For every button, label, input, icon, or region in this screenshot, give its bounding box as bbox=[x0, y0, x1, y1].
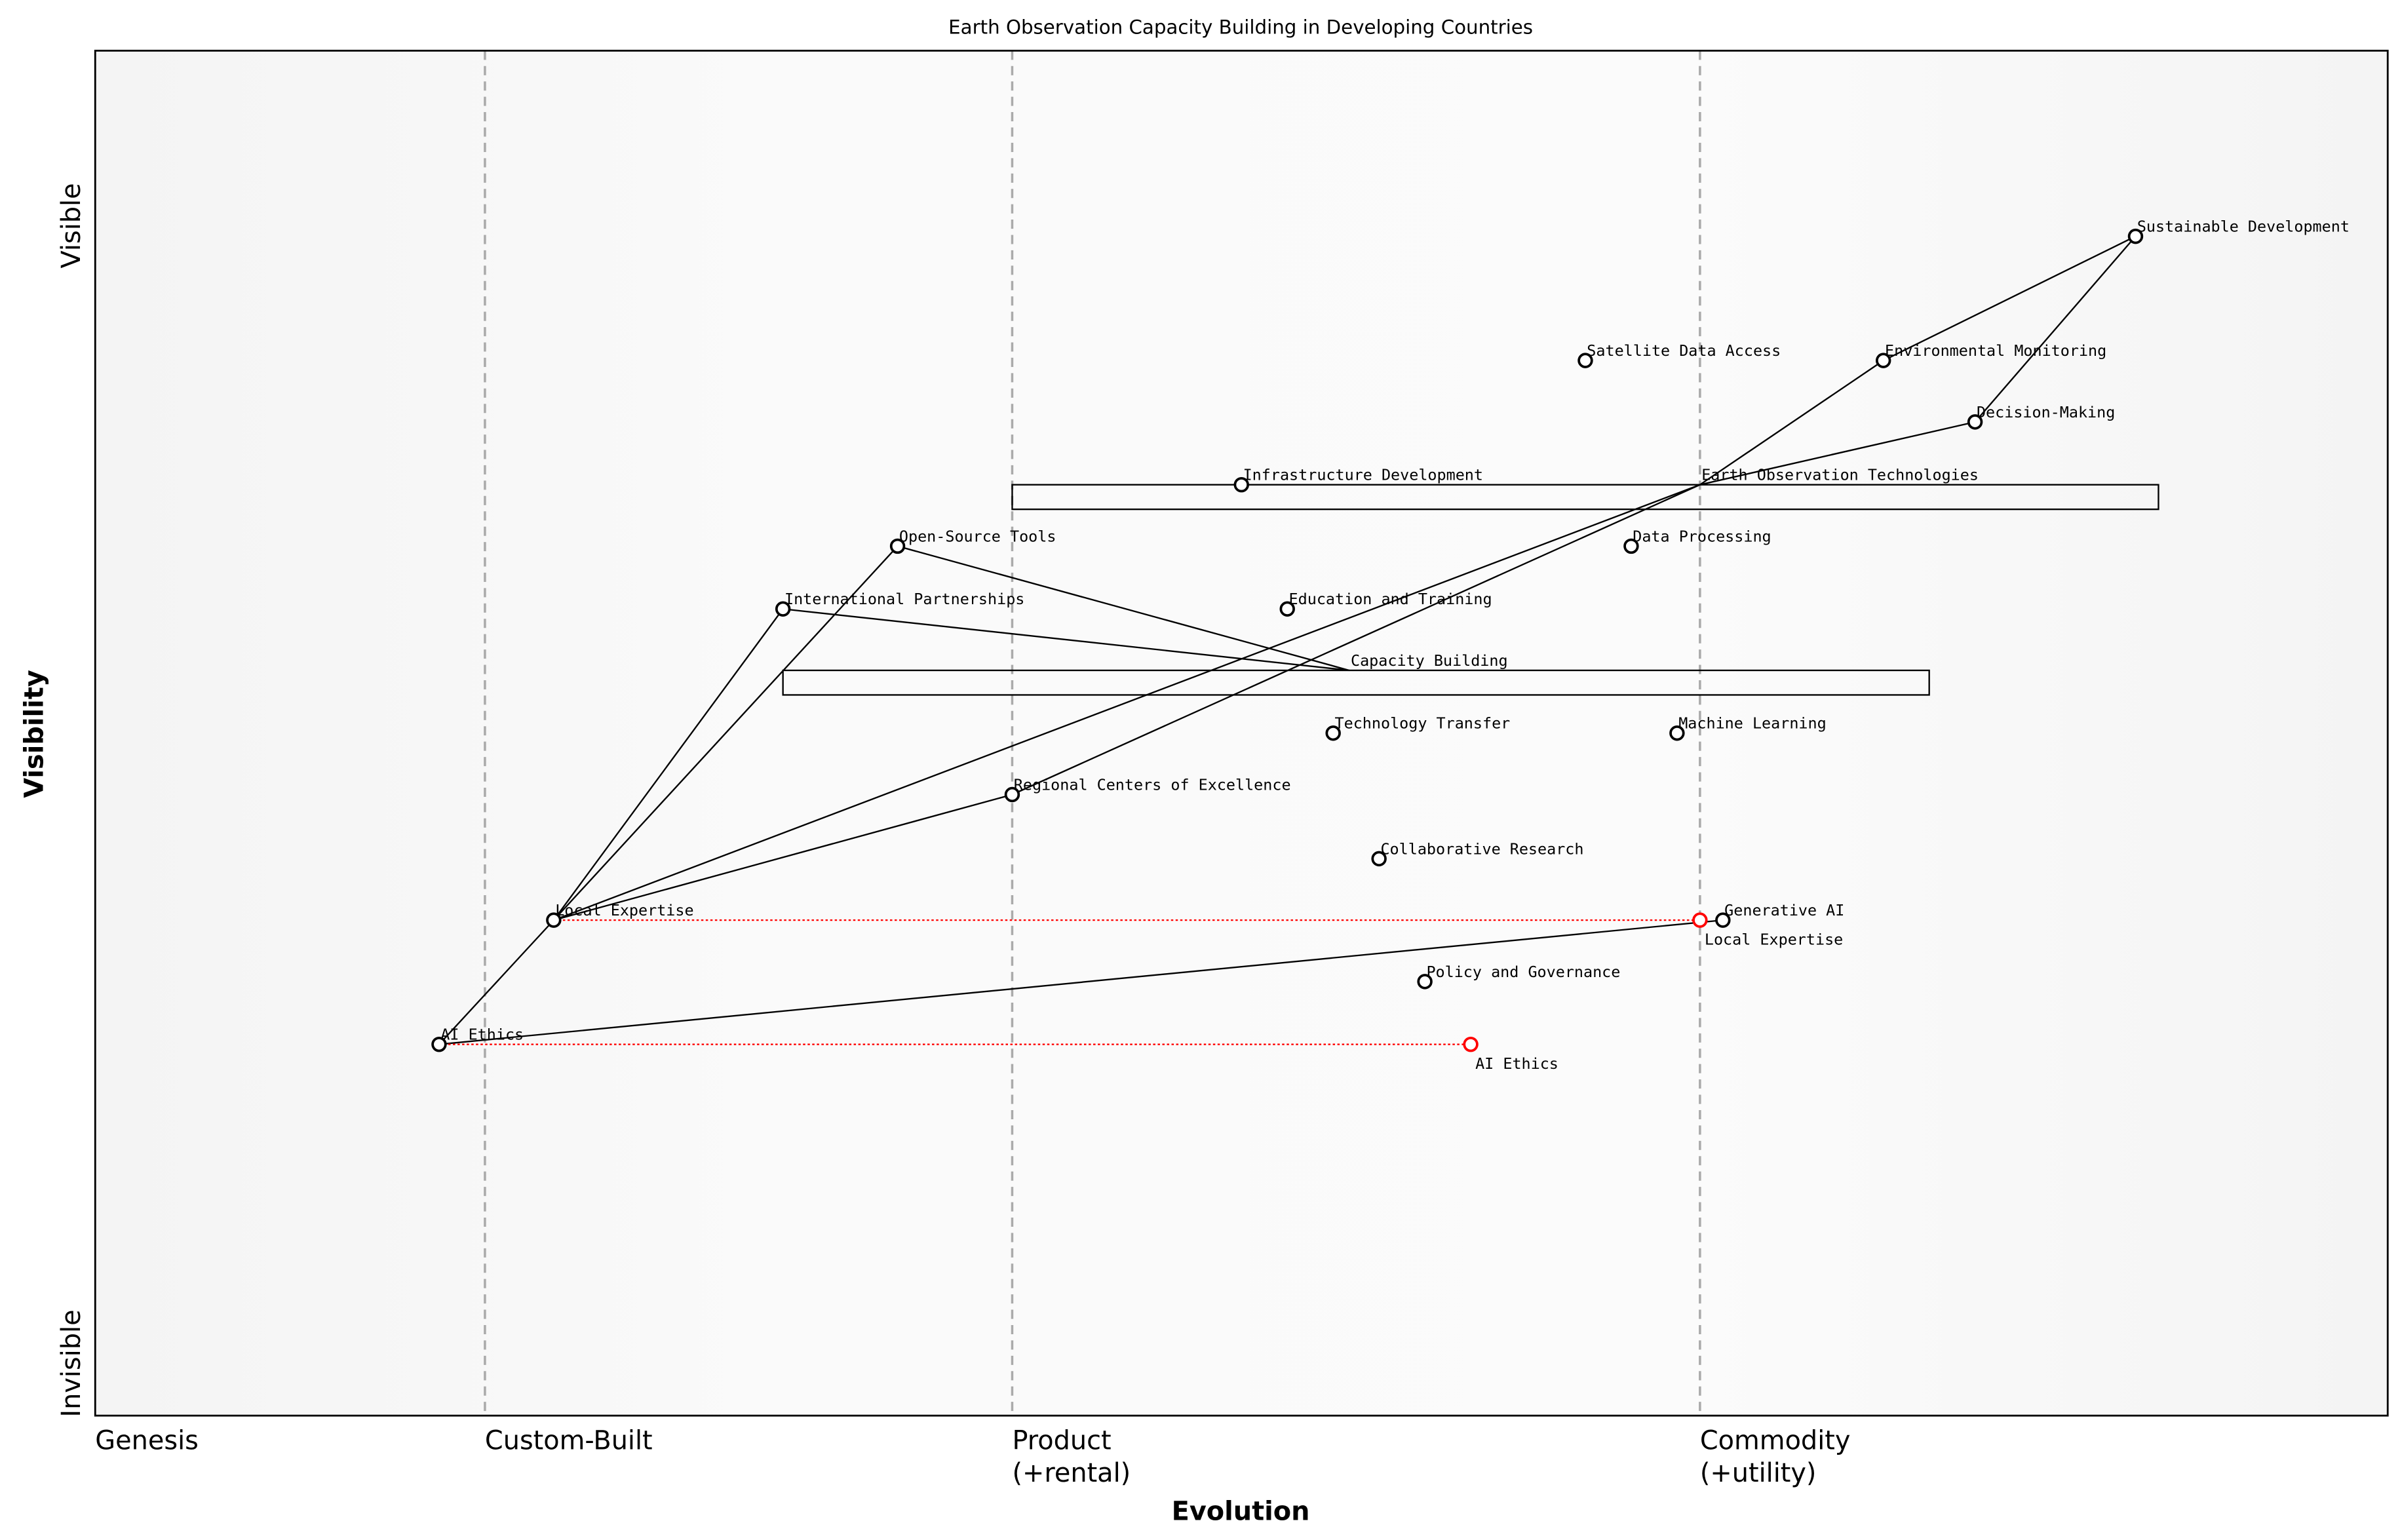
dependency-link bbox=[438, 919, 1723, 1045]
component-label: Infrastructure Development bbox=[1243, 466, 1483, 484]
dependency-link bbox=[1699, 360, 1884, 486]
component-label: Environmental Monitoring bbox=[1885, 341, 2106, 360]
component-label: Policy and Governance bbox=[1426, 963, 1620, 981]
dependency-link bbox=[552, 545, 899, 921]
component-label: Collaborative Research bbox=[1380, 839, 1583, 858]
stage-sublabel: (+rental) bbox=[1012, 1458, 1131, 1488]
component-node[interactable] bbox=[889, 538, 906, 554]
component-node[interactable] bbox=[1875, 353, 1891, 368]
component-node[interactable] bbox=[1577, 353, 1593, 368]
component-label: Generative AI bbox=[1724, 901, 1844, 919]
dependency-link bbox=[1699, 421, 1975, 486]
evolved-label: AI Ethics bbox=[1475, 1054, 1558, 1073]
component-node[interactable] bbox=[1325, 725, 1341, 741]
component-node[interactable] bbox=[1623, 538, 1639, 554]
y-axis-label: Visibility bbox=[20, 670, 50, 798]
component-node[interactable] bbox=[1967, 414, 1983, 430]
component-label: Local Expertise bbox=[555, 901, 693, 919]
component-label: Technology Transfer bbox=[1335, 714, 1511, 733]
plot-background bbox=[95, 50, 2388, 1416]
component-node[interactable] bbox=[1279, 601, 1295, 617]
dependency-link bbox=[1011, 484, 1701, 796]
component-node[interactable] bbox=[1417, 974, 1433, 990]
component-label: Satellite Data Access bbox=[1587, 341, 1781, 360]
inertia-box bbox=[782, 669, 1930, 696]
stage-sublabel: (+utility) bbox=[1700, 1458, 1817, 1488]
dependency-link bbox=[553, 794, 1013, 921]
component-node[interactable] bbox=[1371, 851, 1387, 867]
component-label: Sustainable Development bbox=[2137, 218, 2350, 236]
x-axis-label: Evolution bbox=[1172, 1497, 1310, 1527]
stage-label: Genesis bbox=[95, 1426, 199, 1456]
stage-label: Product bbox=[1012, 1426, 1111, 1456]
component-node[interactable] bbox=[431, 1036, 447, 1052]
component-node[interactable] bbox=[1669, 725, 1685, 741]
component-label: Education and Training bbox=[1289, 590, 1492, 608]
stage-label: Commodity bbox=[1700, 1426, 1851, 1456]
dependency-link bbox=[1974, 235, 2137, 423]
component-node[interactable] bbox=[775, 601, 791, 617]
inertia-box bbox=[1011, 484, 2159, 510]
map-title: Earth Observation Capacity Building in D… bbox=[948, 16, 1533, 39]
component-node[interactable] bbox=[2127, 228, 2144, 244]
dependency-link bbox=[438, 919, 554, 1045]
evolved-node[interactable] bbox=[1463, 1036, 1479, 1052]
component-node[interactable] bbox=[546, 912, 562, 928]
component-node[interactable] bbox=[1715, 912, 1731, 928]
component-label: Regional Centers of Excellence bbox=[1014, 775, 1291, 794]
component-label: Machine Learning bbox=[1678, 714, 1826, 733]
component-label: AI Ethics bbox=[440, 1026, 524, 1044]
visible-label: Visible bbox=[56, 183, 87, 268]
component-node[interactable] bbox=[1004, 786, 1020, 803]
plot-frame bbox=[94, 49, 2389, 1417]
evolved-node[interactable] bbox=[1692, 912, 1708, 928]
component-label: Earth Observation Technologies bbox=[1701, 466, 1979, 484]
component-node[interactable] bbox=[1233, 476, 1249, 493]
dependency-link bbox=[897, 545, 1349, 672]
component-label: International Partnerships bbox=[784, 590, 1024, 608]
evolved-label: Local Expertise bbox=[1705, 931, 1843, 949]
invisible-label: Invisible bbox=[56, 1309, 87, 1417]
component-label: Open-Source Tools bbox=[899, 527, 1056, 545]
dependency-link bbox=[1883, 235, 2136, 362]
stage-label: Custom-Built bbox=[485, 1426, 653, 1456]
dependency-link bbox=[552, 608, 784, 921]
dependency-link bbox=[553, 484, 1701, 921]
component-label: Capacity Building bbox=[1351, 651, 1508, 670]
dependency-link bbox=[783, 608, 1349, 672]
component-label: Decision-Making bbox=[1977, 403, 2115, 421]
component-label: Data Processing bbox=[1633, 527, 1771, 545]
